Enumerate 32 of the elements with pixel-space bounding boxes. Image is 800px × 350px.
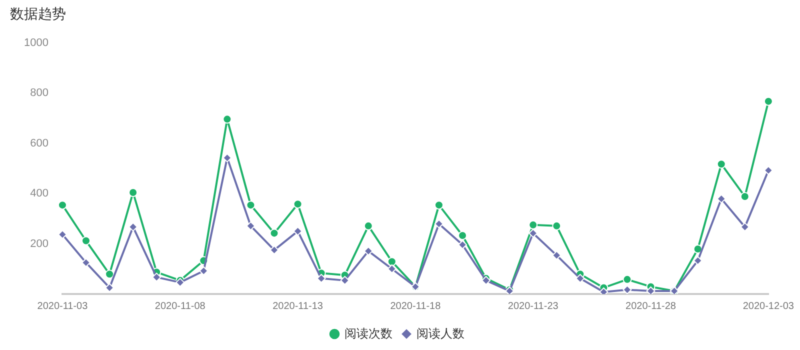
point bbox=[552, 221, 562, 230]
point bbox=[693, 244, 702, 254]
point bbox=[528, 220, 538, 230]
y-tick-label: 800 bbox=[30, 87, 48, 100]
point bbox=[716, 160, 726, 169]
x-tick-label: 2020-11-18 bbox=[390, 300, 442, 312]
point bbox=[387, 257, 396, 266]
chart-title: 数据趋势 bbox=[10, 5, 66, 22]
point bbox=[246, 200, 256, 210]
y-tick-label: 600 bbox=[30, 137, 48, 150]
x-tick-label: 2020-12-03 bbox=[742, 300, 794, 312]
x-tick-label: 2020-11-28 bbox=[626, 300, 676, 312]
legend-label: 阅读次数 bbox=[344, 326, 392, 340]
point bbox=[764, 96, 773, 106]
x-tick-label: 2020-11-13 bbox=[272, 300, 324, 312]
point bbox=[364, 221, 373, 230]
y-tick-label: 200 bbox=[30, 238, 48, 250]
point bbox=[646, 286, 656, 294]
y-tick-label: 1000 bbox=[24, 36, 48, 49]
point bbox=[622, 274, 632, 284]
point bbox=[576, 274, 585, 283]
point bbox=[270, 228, 279, 238]
point bbox=[340, 276, 350, 285]
point bbox=[128, 188, 138, 198]
x-tick-label: 2020-11-08 bbox=[154, 300, 206, 312]
x-tick-label: 2020-11-03 bbox=[37, 300, 88, 312]
y-tick-label: 400 bbox=[30, 188, 48, 200]
point bbox=[222, 114, 232, 124]
point bbox=[599, 287, 608, 294]
legend-label: 阅读人数 bbox=[416, 326, 464, 340]
x-tick-label: 2020-11-23 bbox=[508, 300, 559, 312]
point bbox=[293, 200, 302, 209]
